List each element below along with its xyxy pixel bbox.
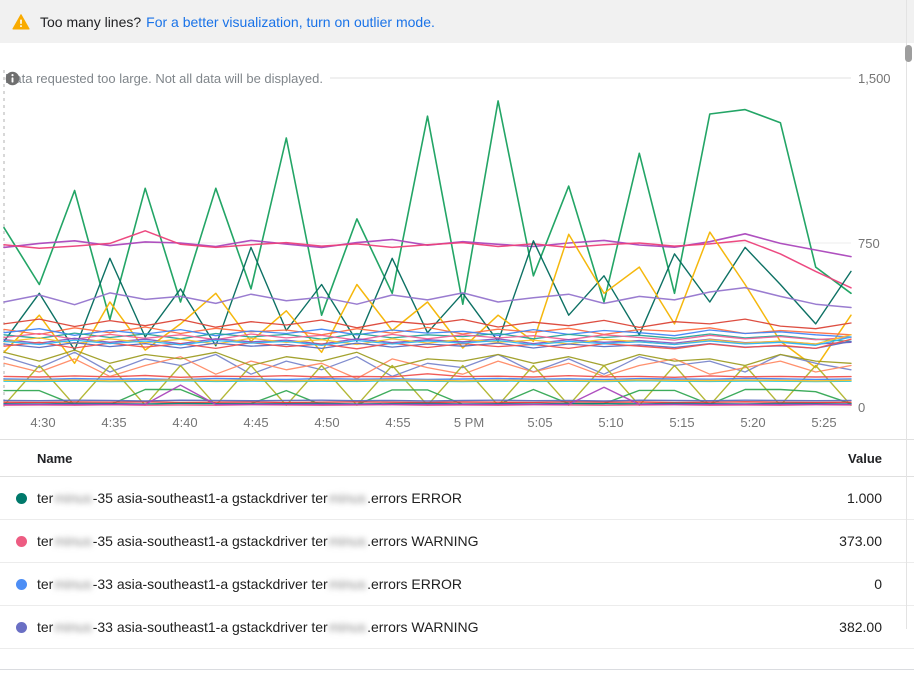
timeseries-chart[interactable]: Data requested too large. Not all data w… (0, 43, 914, 440)
too-many-lines-banner: Too many lines? For a better visualizati… (0, 0, 914, 43)
data-truncated-text: Data requested too large. Not all data w… (5, 71, 323, 86)
legend-table: Name Value terminus-35 asia-southeast1-a… (0, 440, 914, 670)
chart-canvas[interactable] (0, 43, 914, 440)
legend-row-terminus-35-warning[interactable]: terminus-35 asia-southeast1-a gstackdriv… (0, 520, 914, 563)
x-axis-tick-label: 4:35 (101, 415, 127, 430)
warning-icon (12, 13, 30, 29)
redacted-text: minus (328, 533, 367, 549)
x-axis-tick-label: 4:45 (243, 415, 269, 430)
chart-legend-divider (0, 439, 914, 440)
chart-series-lines (3, 100, 852, 406)
x-axis-tick-label: 5:25 (811, 415, 837, 430)
series-color-dot (16, 535, 27, 547)
legend-header-value: Value (848, 450, 882, 466)
data-truncated-notice: Data requested too large. Not all data w… (5, 71, 323, 86)
legend-header-name: Name (37, 450, 73, 466)
x-axis-tick-label: 5:05 (527, 415, 553, 430)
legend-row-value: 382.00 (839, 619, 882, 635)
legend-row-value: 373.00 (839, 533, 882, 549)
redacted-text: minus (328, 490, 367, 506)
legend-row-name: terminus-35 asia-southeast1-a gstackdriv… (37, 490, 462, 506)
redacted-text: minus (54, 490, 92, 506)
redacted-text: minus (54, 576, 92, 592)
x-axis-labels: 4:30 4:35 4:40 4:45 4:50 4:55 5 PM 5:05 5:10 5:15… (0, 415, 914, 435)
x-axis-tick-label: 4:30 (30, 415, 56, 430)
panel-right-border (906, 0, 907, 629)
legend-header-row: Name Value (0, 440, 914, 477)
redacted-text: minus (54, 533, 92, 549)
scrollbar-thumb[interactable] (905, 45, 912, 62)
y-axis-label-750: 750 (858, 236, 880, 251)
redacted-text: minus (328, 576, 367, 592)
legend-row-terminus-33-warning[interactable]: terminus-33 asia-southeast1-a gstackdriv… (0, 606, 914, 649)
legend-row-terminus-35-error[interactable]: terminus-35 asia-southeast1-a gstackdriv… (0, 477, 914, 520)
legend-row-value: 1.000 (846, 490, 882, 506)
x-axis-tick-label: 5:20 (740, 415, 766, 430)
x-axis-tick-label: 5:15 (669, 415, 695, 430)
legend-row-name: terminus-35 asia-southeast1-a gstackdriv… (37, 533, 479, 549)
x-axis-tick-label: 5 PM (453, 415, 485, 430)
x-axis-tick-label: 4:40 (172, 415, 198, 430)
legend-row-name: terminus-33 asia-southeast1-a gstackdriv… (37, 619, 479, 635)
redacted-text: minus (54, 619, 92, 635)
legend-row-name: terminus-33 asia-southeast1-a gstackdriv… (37, 576, 462, 592)
outlier-mode-link[interactable]: For a better visualization, turn on outl… (146, 13, 435, 30)
series-color-dot (16, 621, 27, 633)
legend-empty-row (0, 649, 914, 670)
x-axis-tick-label: 5:10 (598, 415, 624, 430)
series-color-dot (16, 578, 27, 590)
info-icon (5, 71, 20, 86)
banner-text: Too many lines? (40, 13, 142, 30)
x-axis-tick-label: 4:55 (385, 415, 411, 430)
legend-row-terminus-33-error[interactable]: terminus-33 asia-southeast1-a gstackdriv… (0, 563, 914, 606)
series-color-dot (16, 492, 27, 504)
redacted-text: minus (328, 619, 367, 635)
y-axis-label-1500: 1,500 (858, 71, 891, 86)
legend-row-value: 0 (874, 576, 882, 592)
y-axis-label-0: 0 (858, 400, 866, 415)
x-axis-tick-label: 4:50 (314, 415, 340, 430)
